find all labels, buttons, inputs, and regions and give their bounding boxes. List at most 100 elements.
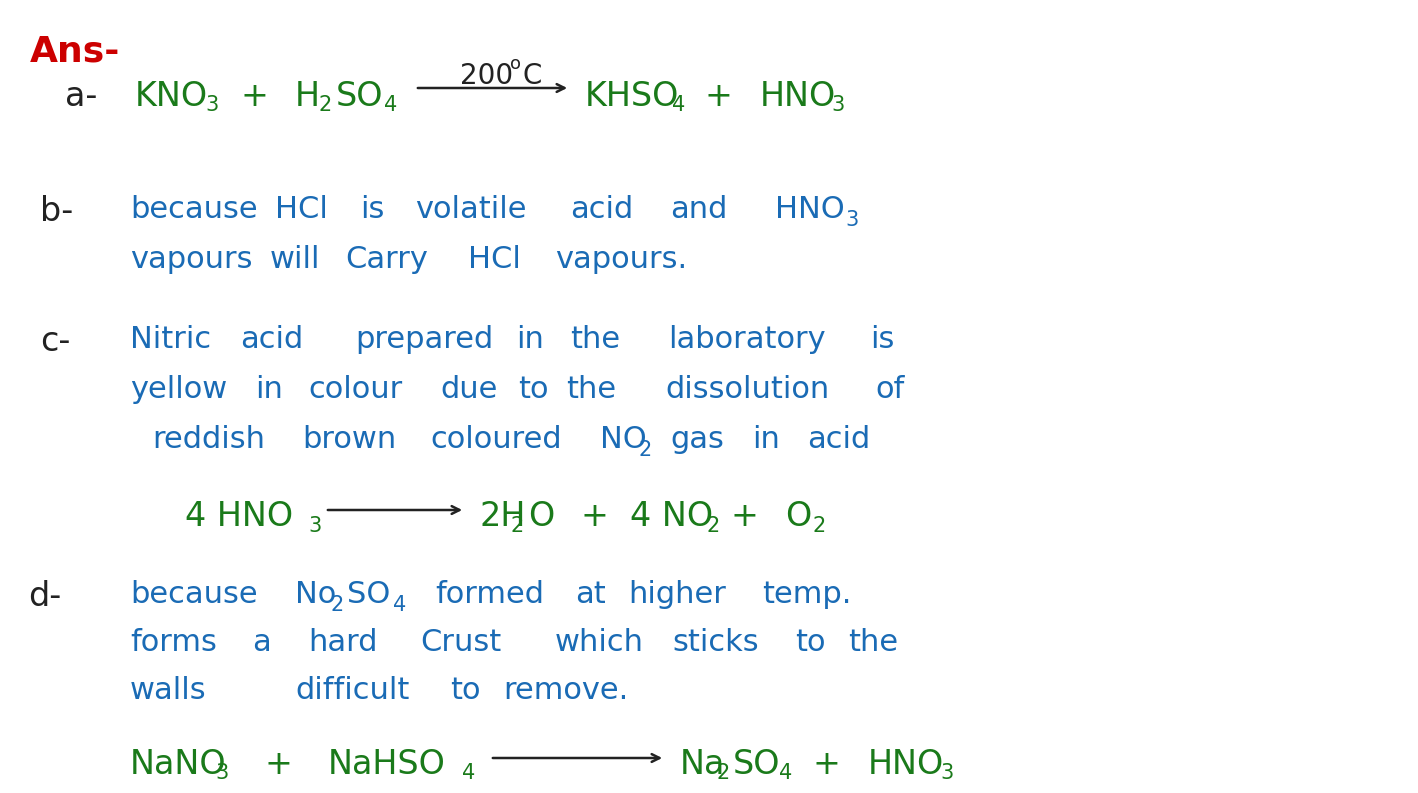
Text: acid: acid [570, 195, 634, 224]
Text: the: the [566, 375, 617, 404]
Text: is: is [360, 195, 384, 224]
Text: remove.: remove. [503, 676, 628, 705]
Text: yellow: yellow [130, 375, 227, 404]
Text: difficult: difficult [295, 676, 410, 705]
Text: reddish: reddish [152, 425, 265, 454]
Text: 3: 3 [206, 95, 218, 115]
Text: walls: walls [130, 676, 207, 705]
Text: 3: 3 [831, 95, 844, 115]
Text: 2H: 2H [481, 500, 526, 533]
Text: SO: SO [733, 748, 780, 781]
Text: SO: SO [336, 80, 383, 113]
Text: O: O [527, 500, 554, 533]
Text: 200: 200 [459, 62, 513, 90]
Text: +: + [730, 500, 757, 533]
Text: 2: 2 [330, 595, 343, 615]
Text: higher: higher [628, 580, 726, 609]
Text: 4: 4 [384, 95, 397, 115]
Text: Na: Na [681, 748, 726, 781]
Text: gas: gas [669, 425, 723, 454]
Text: vapours.: vapours. [554, 245, 688, 274]
Text: 2: 2 [813, 516, 825, 536]
Text: at: at [576, 580, 605, 609]
Text: temp.: temp. [761, 580, 851, 609]
Text: of: of [875, 375, 905, 404]
Text: and: and [669, 195, 727, 224]
Text: coloured: coloured [430, 425, 562, 454]
Text: 3: 3 [308, 516, 322, 536]
Text: in: in [752, 425, 780, 454]
Text: 2: 2 [510, 516, 523, 536]
Text: 4: 4 [393, 595, 406, 615]
Text: 3: 3 [216, 763, 228, 783]
Text: is: is [871, 325, 895, 354]
Text: prepared: prepared [354, 325, 493, 354]
Text: 2: 2 [638, 440, 651, 460]
Text: to: to [518, 375, 549, 404]
Text: 3: 3 [940, 763, 953, 783]
Text: vapours: vapours [130, 245, 252, 274]
Text: laboratory: laboratory [668, 325, 825, 354]
Text: acid: acid [240, 325, 303, 354]
Text: in: in [516, 325, 545, 354]
Text: sticks: sticks [672, 628, 759, 657]
Text: HNO: HNO [760, 80, 837, 113]
Text: due: due [440, 375, 498, 404]
Text: 2: 2 [706, 516, 719, 536]
Text: formed: formed [435, 580, 545, 609]
Text: 4: 4 [462, 763, 475, 783]
Text: KNO: KNO [135, 80, 208, 113]
Text: because: because [130, 195, 258, 224]
Text: the: the [570, 325, 620, 354]
Text: 2: 2 [716, 763, 729, 783]
Text: c-: c- [40, 325, 71, 358]
Text: acid: acid [807, 425, 871, 454]
Text: which: which [554, 628, 644, 657]
Text: HCl: HCl [275, 195, 328, 224]
Text: Nitric: Nitric [130, 325, 211, 354]
Text: to: to [795, 628, 825, 657]
Text: KHSO: KHSO [586, 80, 679, 113]
Text: colour: colour [308, 375, 403, 404]
Text: C: C [523, 62, 542, 90]
Text: HCl: HCl [468, 245, 520, 274]
Text: the: the [848, 628, 898, 657]
Text: dissolution: dissolution [665, 375, 830, 404]
Text: to: to [450, 676, 481, 705]
Text: +: + [705, 80, 733, 113]
Text: 4 NO: 4 NO [630, 500, 713, 533]
Text: Ans-: Ans- [30, 35, 121, 69]
Text: No: No [295, 580, 336, 609]
Text: +: + [240, 80, 268, 113]
Text: NaHSO: NaHSO [328, 748, 445, 781]
Text: +: + [813, 748, 839, 781]
Text: O: O [786, 500, 811, 533]
Text: Carry: Carry [345, 245, 428, 274]
Text: hard: hard [308, 628, 377, 657]
Text: in: in [255, 375, 282, 404]
Text: brown: brown [302, 425, 396, 454]
Text: a-: a- [65, 80, 98, 113]
Text: volatile: volatile [415, 195, 526, 224]
Text: forms: forms [130, 628, 217, 657]
Text: 4: 4 [778, 763, 793, 783]
Text: a: a [252, 628, 271, 657]
Text: +: + [580, 500, 608, 533]
Text: HNO: HNO [776, 195, 845, 224]
Text: SO: SO [347, 580, 390, 609]
Text: Crust: Crust [420, 628, 501, 657]
Text: 3: 3 [845, 210, 858, 230]
Text: 4 HNO: 4 HNO [184, 500, 294, 533]
Text: d-: d- [28, 580, 61, 613]
Text: will: will [269, 245, 320, 274]
Text: 4: 4 [672, 95, 685, 115]
Text: +: + [265, 748, 294, 781]
Text: NO: NO [600, 425, 647, 454]
Text: 2: 2 [318, 95, 332, 115]
Text: NaNO: NaNO [130, 748, 227, 781]
Text: HNO: HNO [868, 748, 944, 781]
Text: b-: b- [40, 195, 74, 228]
Text: o: o [510, 55, 520, 73]
Text: H: H [295, 80, 320, 113]
Text: because: because [130, 580, 258, 609]
